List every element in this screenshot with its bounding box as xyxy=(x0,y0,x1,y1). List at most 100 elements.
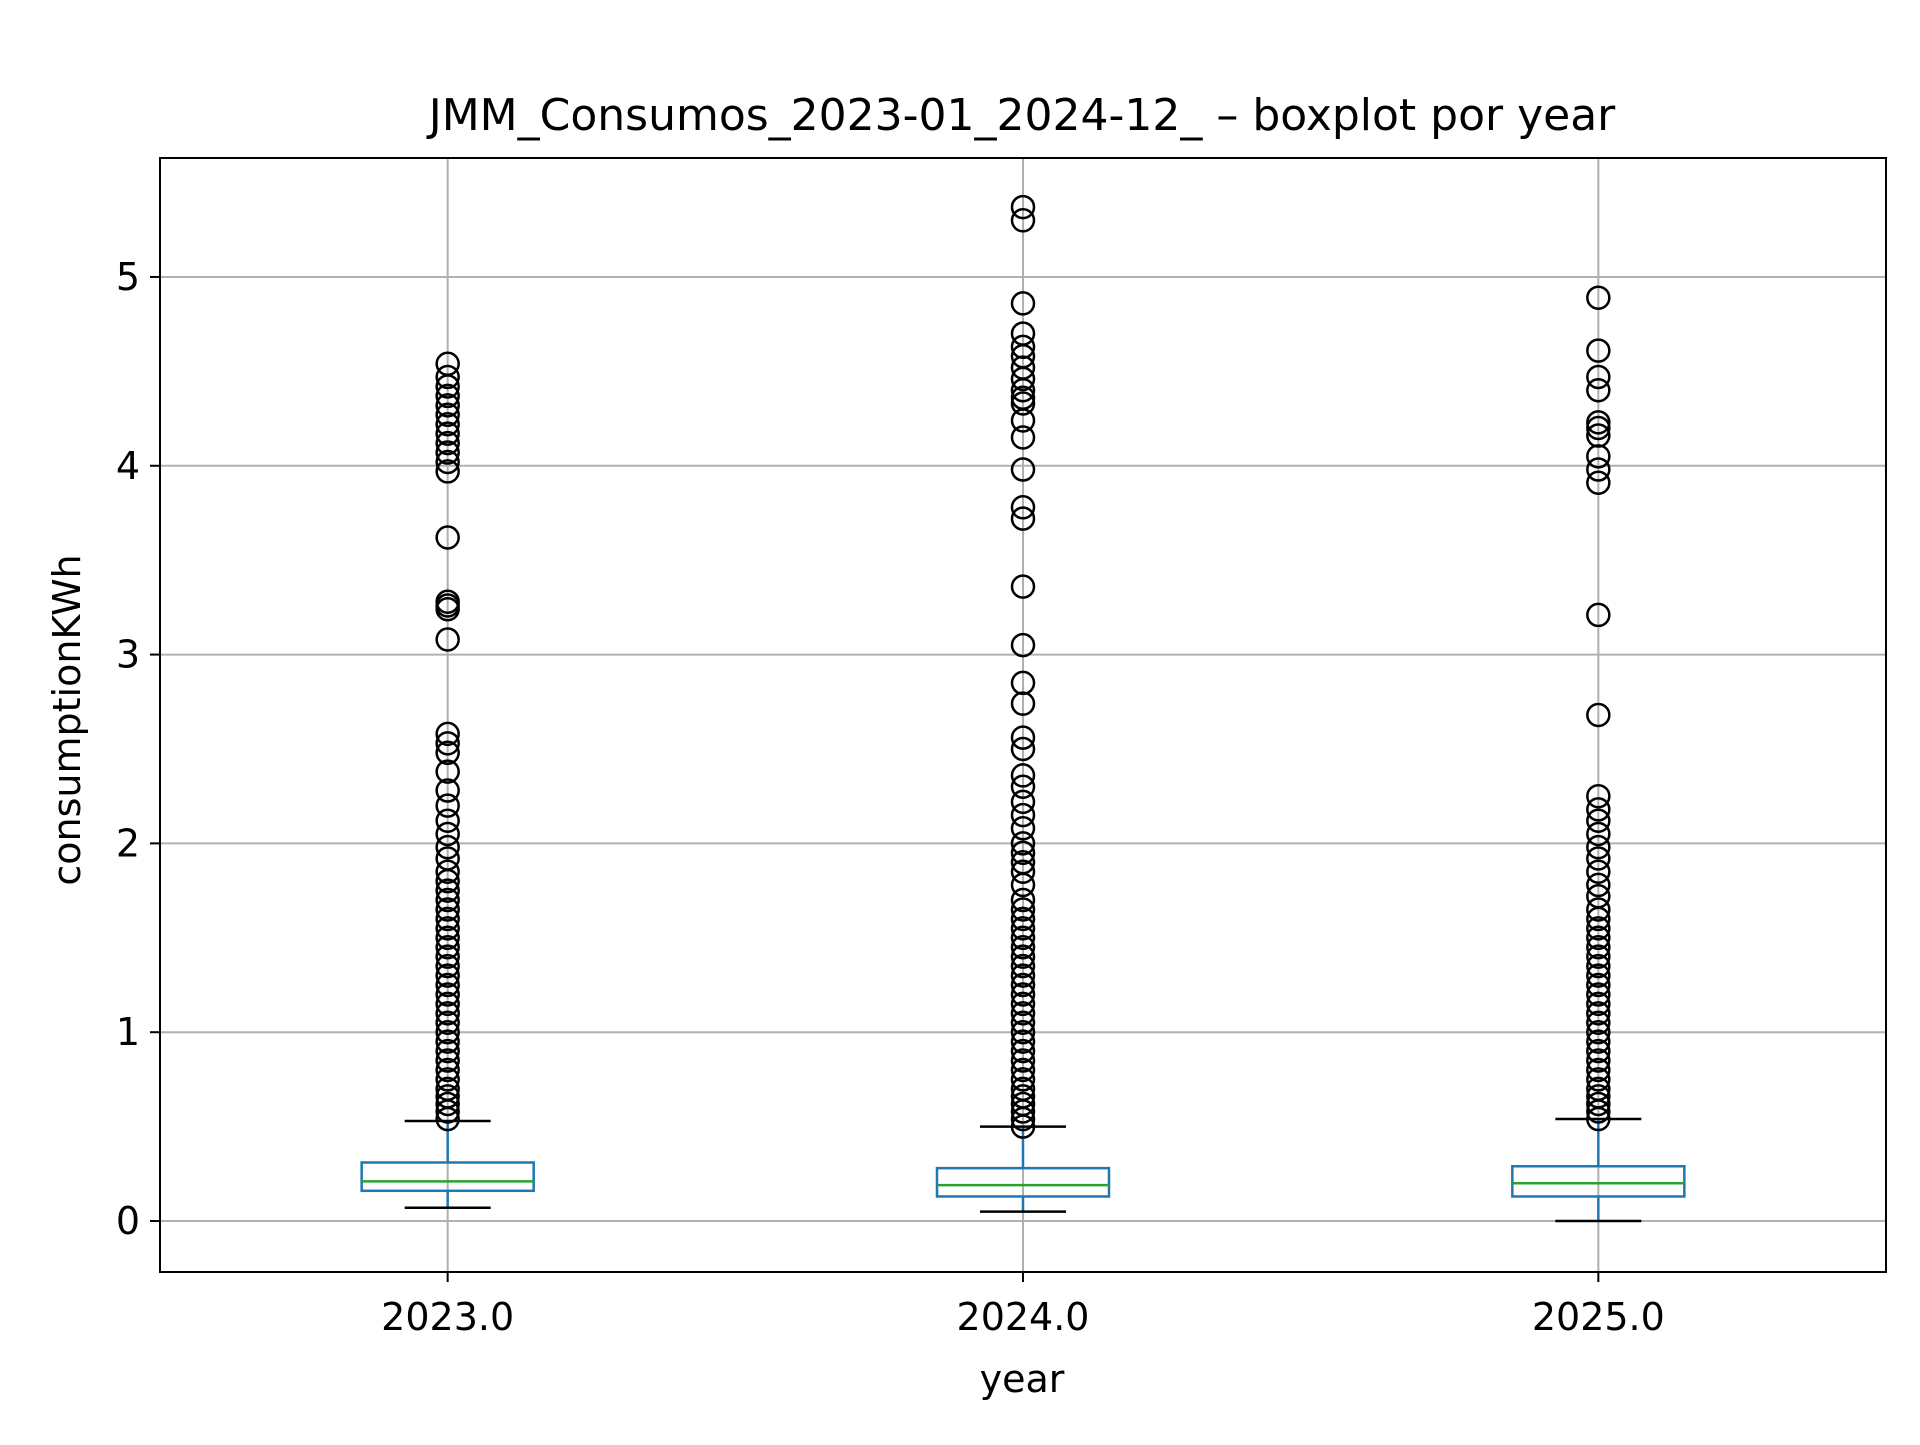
flier-point xyxy=(1010,574,1036,599)
iqr-box xyxy=(935,1166,1111,1198)
flier-point xyxy=(1586,925,1611,951)
flier-point xyxy=(1010,1084,1036,1109)
flier-point xyxy=(1586,338,1611,363)
flier-point xyxy=(435,1001,460,1026)
flier-point xyxy=(435,1019,460,1045)
flier-point xyxy=(435,963,460,988)
flier-point xyxy=(1586,457,1611,482)
flier-point xyxy=(435,1038,460,1064)
flier-point xyxy=(1010,1091,1036,1117)
flier-point xyxy=(1586,1010,1611,1036)
flier-point xyxy=(1586,1001,1611,1026)
flier-point xyxy=(435,731,460,756)
flier-point xyxy=(1586,944,1611,969)
flier-point xyxy=(435,351,460,377)
flier-point xyxy=(1010,1076,1036,1102)
flier-point xyxy=(1010,736,1036,762)
flier-point xyxy=(435,1057,460,1083)
flier-point xyxy=(1586,897,1611,922)
flier-point xyxy=(1010,495,1036,520)
flier-point xyxy=(1010,774,1036,799)
flier-point xyxy=(435,972,460,998)
flier-point xyxy=(435,421,460,446)
y-tick-label: 1 xyxy=(116,1010,140,1054)
flier-point xyxy=(1586,1067,1611,1092)
x-tick-label: 2023.0 xyxy=(381,1295,514,1339)
flier-point xyxy=(1010,1019,1036,1045)
flier-point xyxy=(1010,831,1036,856)
flier-point xyxy=(435,821,460,847)
flier-point xyxy=(1010,953,1036,979)
flier-point xyxy=(435,402,460,428)
flier-point xyxy=(1010,1029,1036,1054)
flier-point xyxy=(1586,991,1611,1017)
flier-point xyxy=(1010,816,1036,841)
flier-point xyxy=(435,1084,460,1109)
flier-point xyxy=(1010,334,1036,360)
flier-point xyxy=(435,393,460,418)
flier-point xyxy=(1010,391,1036,416)
flier-point xyxy=(1586,410,1611,435)
flier-point xyxy=(435,411,460,437)
flier-point xyxy=(1586,1076,1611,1102)
x-axis-label: year xyxy=(980,1357,1065,1401)
flier-point xyxy=(435,627,460,652)
flier-point xyxy=(435,383,460,409)
flier-point xyxy=(1010,859,1036,884)
flier-point xyxy=(435,887,460,913)
flier-point xyxy=(435,897,460,922)
flier-point xyxy=(1586,415,1611,441)
flier-point xyxy=(1010,321,1036,346)
flier-point xyxy=(1010,1010,1036,1036)
flier-point xyxy=(1586,470,1611,496)
flier-point xyxy=(1586,423,1611,448)
flier-point xyxy=(1586,934,1611,960)
flier-point xyxy=(435,991,460,1017)
flier-point xyxy=(435,778,460,803)
flier-point xyxy=(1010,906,1036,932)
flier-point xyxy=(435,1076,460,1102)
flier-point xyxy=(1010,840,1036,866)
flier-point xyxy=(1010,944,1036,969)
flier-point xyxy=(1586,972,1611,998)
flier-point xyxy=(1010,916,1036,941)
flier-point xyxy=(1586,783,1611,809)
flier-point xyxy=(1010,982,1036,1007)
flier-point xyxy=(1010,425,1036,450)
flier-point xyxy=(1586,364,1611,390)
flier-point xyxy=(435,878,460,903)
flier-point xyxy=(435,808,460,833)
flier-point xyxy=(1010,934,1036,960)
flier-point xyxy=(435,430,460,456)
y-tick-label: 3 xyxy=(116,633,140,677)
flier-point xyxy=(435,846,460,871)
flier-point xyxy=(435,953,460,979)
flier-point xyxy=(1010,789,1036,815)
flier-point xyxy=(1586,834,1611,860)
flier-point xyxy=(1586,1029,1611,1054)
flier-point xyxy=(1586,702,1611,728)
y-tick-label: 4 xyxy=(116,444,140,488)
flier-point xyxy=(435,1029,460,1054)
boxes-layer xyxy=(360,1117,1686,1223)
flier-point xyxy=(1010,506,1036,531)
flier-point xyxy=(1586,1019,1611,1045)
flier-point xyxy=(1010,897,1036,922)
flier-point xyxy=(1010,1001,1036,1026)
flier-point xyxy=(1010,1057,1036,1083)
flier-point xyxy=(1010,991,1036,1017)
flier-point xyxy=(1586,884,1611,909)
flier-point xyxy=(435,740,460,766)
flier-point xyxy=(1010,670,1036,696)
y-tick-label: 2 xyxy=(116,821,140,865)
flier-point xyxy=(1586,872,1611,898)
iqr-box xyxy=(360,1161,535,1193)
flier-point xyxy=(1586,1038,1611,1064)
flier-point xyxy=(435,1048,460,1073)
flier-point xyxy=(1010,457,1036,482)
flier-point xyxy=(1586,963,1611,988)
flier-point xyxy=(1586,1091,1611,1117)
